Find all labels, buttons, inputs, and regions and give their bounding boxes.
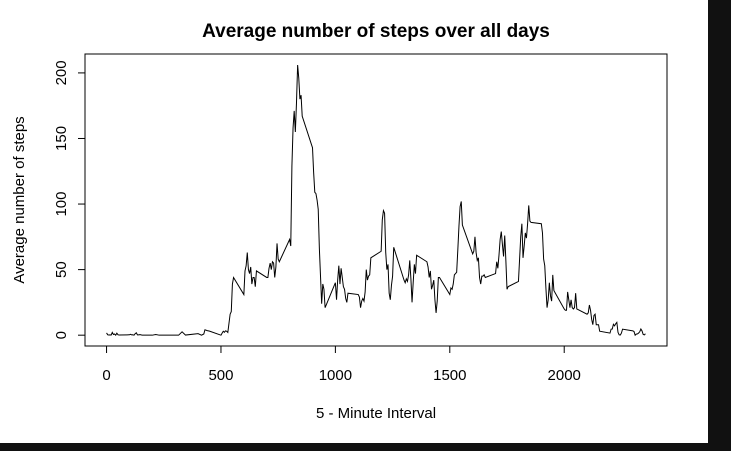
frame-edge <box>0 443 731 451</box>
y-axis-label: Average number of steps <box>11 116 28 283</box>
x-tick-label: 500 <box>208 367 233 384</box>
y-tick-label: 200 <box>53 60 70 85</box>
y-tick-label: 100 <box>53 192 70 217</box>
plot-background <box>0 0 708 443</box>
x-axis-label: 5 - Minute Interval <box>316 405 436 422</box>
x-tick-label: 2000 <box>548 367 581 384</box>
x-tick-label: 1500 <box>433 367 466 384</box>
y-tick-label: 150 <box>53 126 70 151</box>
x-tick-label: 0 <box>102 367 110 384</box>
y-tick-label: 0 <box>53 331 70 339</box>
x-tick-label: 1000 <box>319 367 352 384</box>
frame-edge <box>708 0 731 451</box>
chart-title: Average number of steps over all days <box>202 21 550 42</box>
data-line <box>106 64 646 337</box>
y-tick-label: 50 <box>53 261 70 278</box>
